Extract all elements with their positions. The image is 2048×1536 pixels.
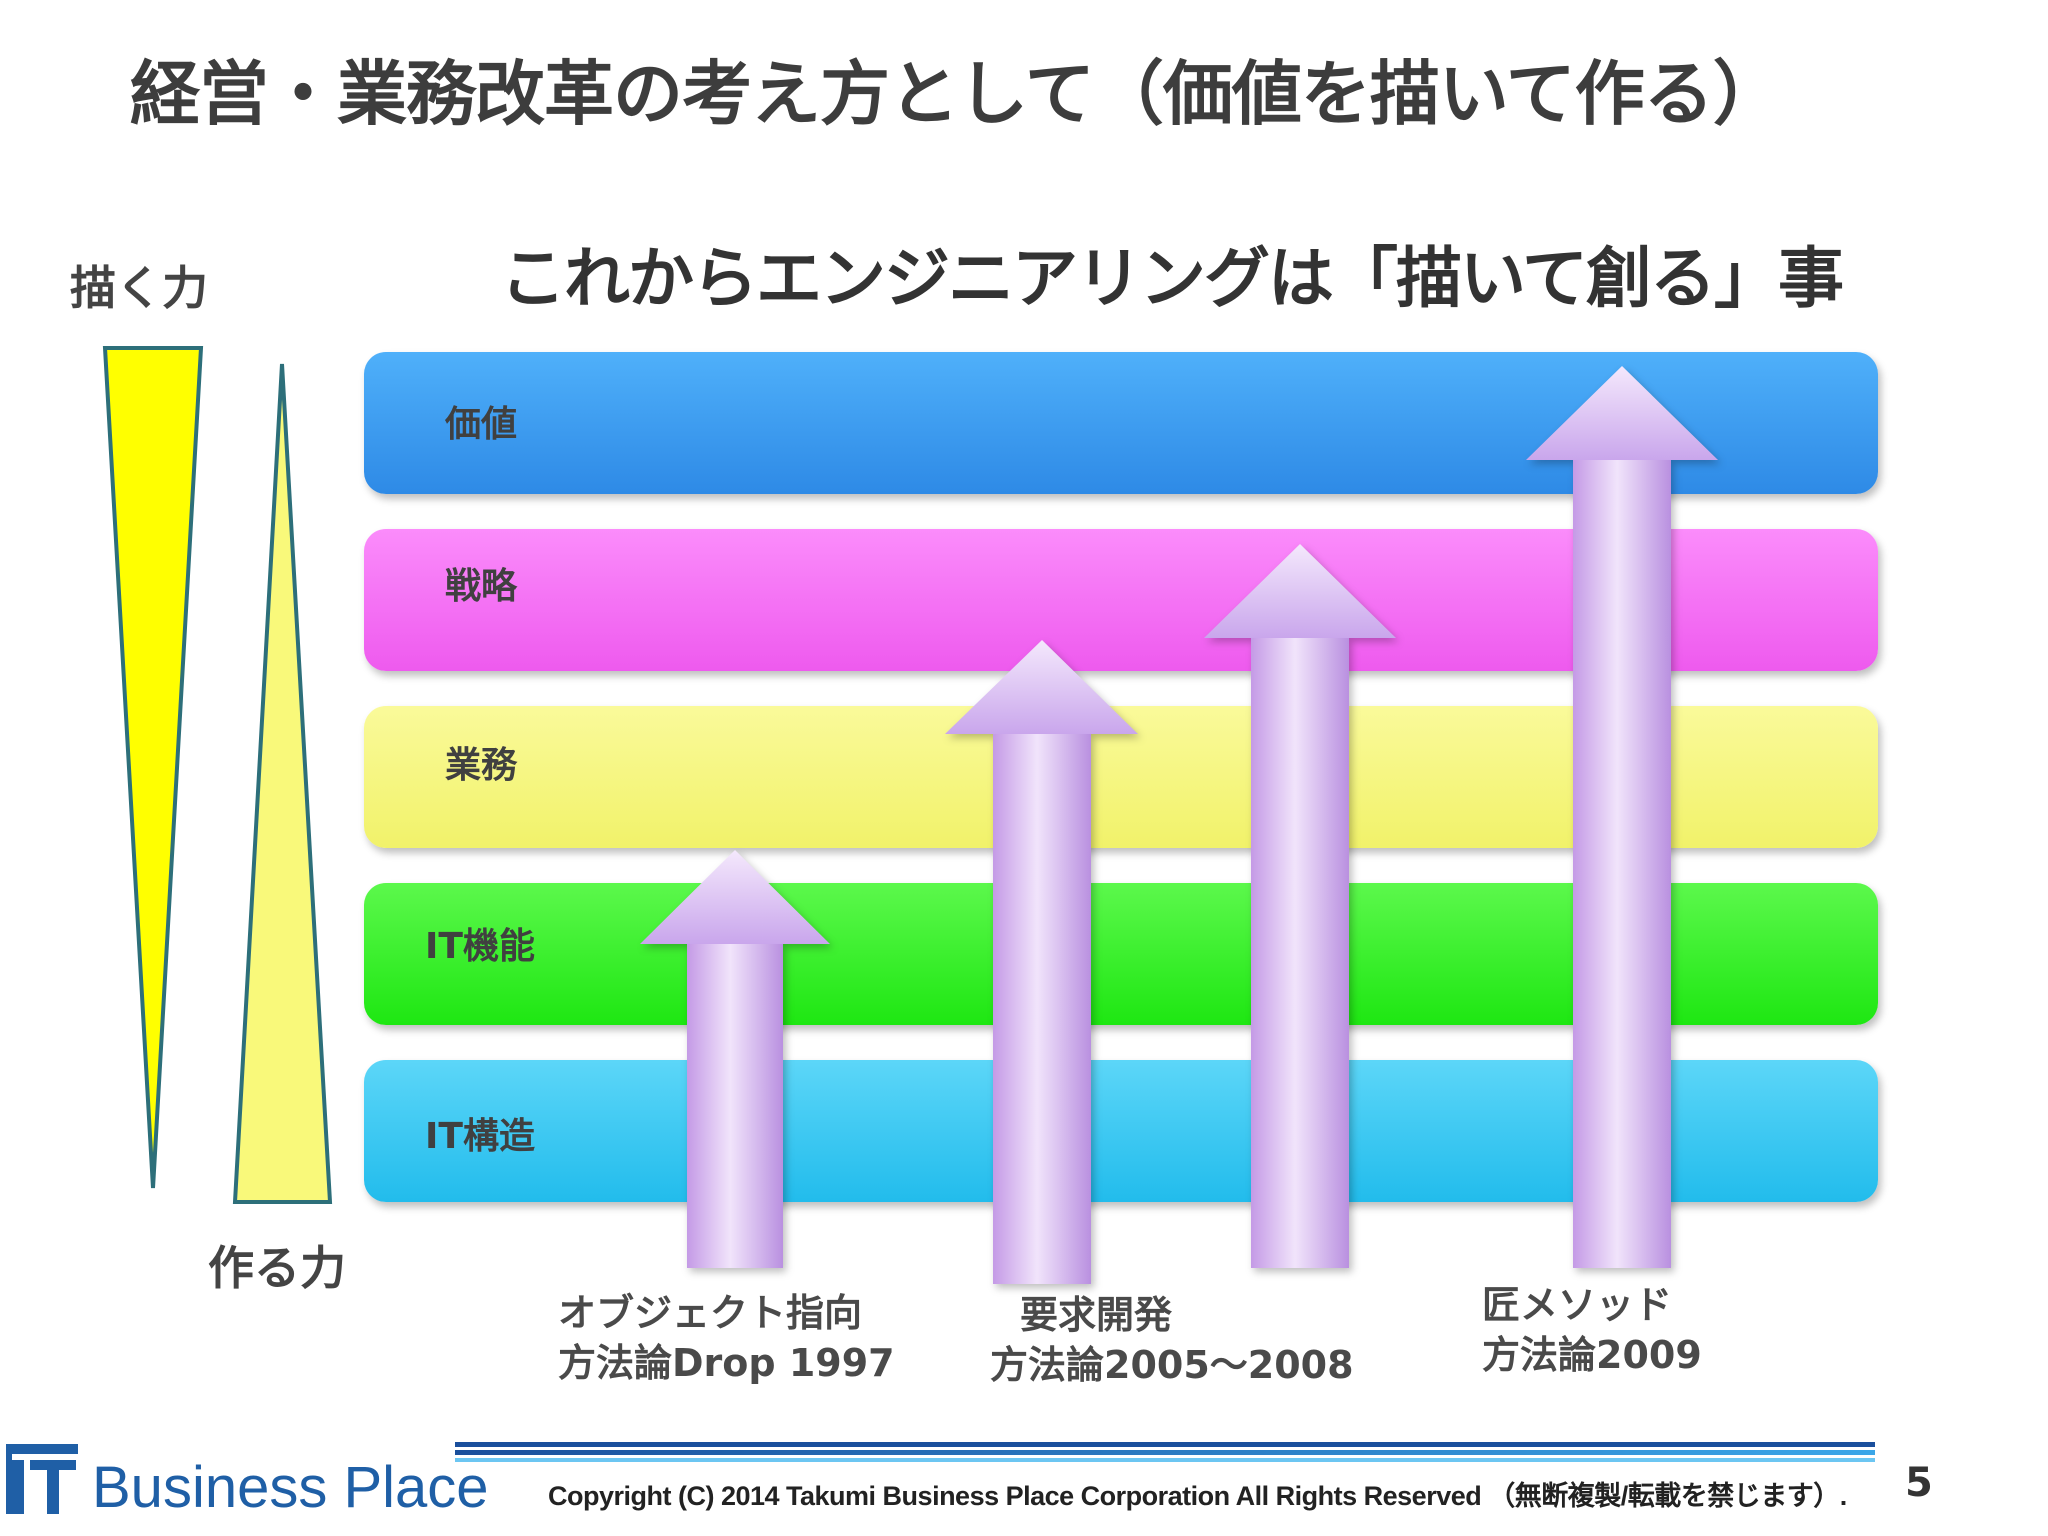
- arrow-requirements-development: [945, 640, 1138, 1284]
- caption-object-oriented: オブジェクト指向 方法論Drop 1997: [558, 1288, 895, 1388]
- band-label-value: 価値: [445, 404, 518, 445]
- caption-requirements-line2: 方法論2005～2008: [990, 1343, 1354, 1387]
- footer-divider-top: [455, 1442, 1875, 1447]
- caption-takumi-method: 匠メソッド 方法論2009: [1482, 1280, 1702, 1380]
- caption-takumi-line1: 匠メソッド: [1482, 1283, 1673, 1327]
- make-power-triangle: [232, 363, 333, 1204]
- power-triangles: [102, 346, 333, 1204]
- band-label-it-function: IT機能: [425, 926, 535, 967]
- copyright-text: Copyright (C) 2014 Takumi Business Place…: [548, 1481, 1847, 1511]
- band-label-strategy: 戦略: [445, 566, 518, 607]
- company-logo-text: Business Place: [92, 1455, 489, 1520]
- band-label-business: 業務: [445, 745, 518, 786]
- slide-title: 経営・業務改革の考え方として（価値を描いて作る）: [130, 53, 1783, 135]
- arrow-takumi-method-2009: [1526, 366, 1718, 1268]
- arrow-takumi-method-2008: [1204, 544, 1396, 1268]
- draw-power-label: 描く力: [70, 261, 208, 315]
- company-logo-icon: [4, 1438, 80, 1516]
- footer-divider-bottom: [455, 1458, 1875, 1462]
- slide-subtitle: これからエンジニアリングは「描いて創る」事: [500, 240, 1844, 317]
- caption-requirements-development: 要求開発 方法論2005～2008: [990, 1290, 1354, 1390]
- caption-object-oriented-line2: 方法論Drop 1997: [558, 1341, 895, 1385]
- caption-takumi-line2: 方法論2009: [1482, 1333, 1702, 1377]
- band-label-it-structure: IT構造: [425, 1116, 535, 1157]
- make-power-label: 作る力: [208, 1241, 346, 1295]
- page-number: 5: [1905, 1460, 1933, 1506]
- draw-power-triangle: [102, 346, 204, 1189]
- footer-divider-middle: [455, 1450, 1875, 1455]
- caption-object-oriented-line1: オブジェクト指向: [558, 1291, 863, 1335]
- caption-requirements-line1: 要求開発: [1020, 1293, 1173, 1337]
- arrow-object-oriented: [640, 850, 830, 1268]
